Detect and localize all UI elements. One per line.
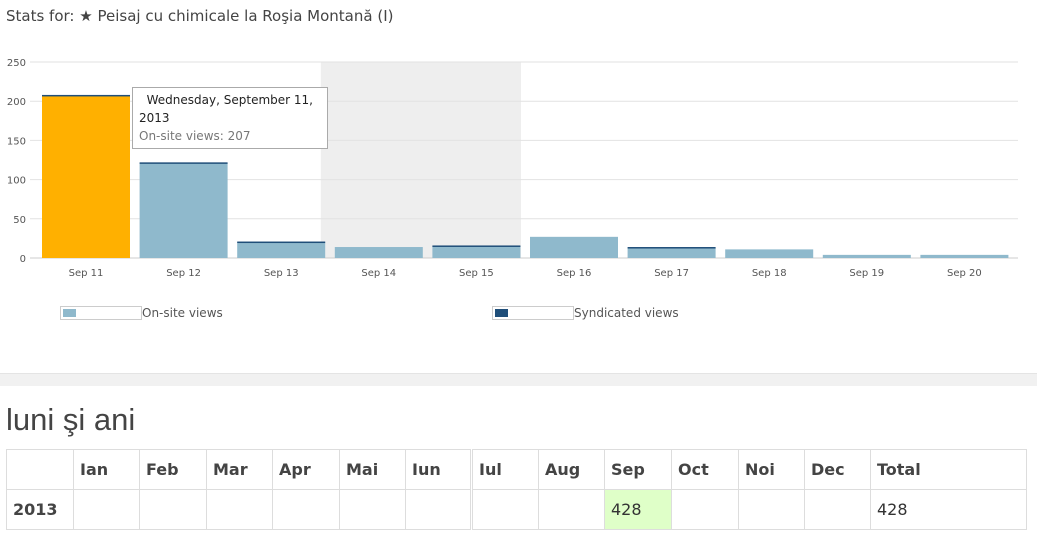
column-header: Iun (405, 449, 473, 490)
column-header: Oct (671, 449, 739, 490)
star-icon: ★ (79, 7, 93, 25)
column-header: Mai (339, 449, 406, 490)
x-tick-label: Sep 11 (69, 268, 104, 279)
legend-onsite[interactable]: On-site views (60, 306, 223, 320)
months-table: Ian Feb Mar Apr Mai Iun Iul Aug Sep Oct Noi Dec Tota… (6, 449, 1027, 530)
month-cell[interactable] (405, 489, 473, 530)
column-header: Feb (139, 449, 207, 490)
syndicated-swatch (495, 309, 508, 317)
bar-syndicated[interactable] (42, 94, 130, 97)
months-heading: luni şi ani (6, 402, 136, 437)
bar-onsite[interactable] (725, 249, 814, 258)
chart-tooltip: Wednesday, September 11, 2013 On-site vi… (132, 87, 328, 149)
table-row: 2013 428 428 (6, 489, 1027, 530)
x-tick-label: Sep 14 (361, 268, 396, 279)
y-tick-label: 50 (13, 215, 26, 226)
y-tick-label: 100 (7, 176, 26, 187)
bar-onsite[interactable] (530, 236, 618, 258)
month-cell[interactable] (339, 489, 406, 530)
legend-onsite-label: On-site views (142, 306, 223, 320)
section-divider (0, 373, 1037, 386)
table-header-row: Ian Feb Mar Apr Mai Iun Iul Aug Sep Oct Noi Dec Tota… (6, 449, 1027, 490)
month-cell[interactable] (206, 489, 273, 530)
views-chart: 0 50 100 150 200 250 Sep 11 Sep 12 Sep 13 Sep 14 S… (7, 58, 1018, 279)
column-header: Apr (272, 449, 340, 490)
bar-onsite[interactable] (920, 254, 1009, 258)
column-header (6, 449, 74, 490)
legend-syndicated[interactable]: Syndicated views (492, 306, 679, 320)
x-tick-label: Sep 15 (459, 268, 494, 279)
bar-onsite[interactable] (432, 246, 521, 258)
onsite-swatch (63, 309, 76, 317)
column-header: Total (870, 449, 1027, 490)
title-prefix: Stats for: (6, 7, 75, 25)
post-title: Peisaj cu chimicale la Roşia Montană (I) (97, 7, 394, 25)
x-tick-label: Sep 18 (752, 268, 787, 279)
year-cell: 2013 (6, 489, 74, 530)
month-cell[interactable]: 428 (604, 489, 672, 530)
column-header: Aug (538, 449, 605, 490)
bar-syndicated[interactable] (627, 247, 716, 249)
y-tick-label: 250 (7, 58, 26, 69)
bar-syndicated[interactable] (432, 245, 521, 247)
x-tick-label: Sep 19 (849, 268, 884, 279)
bar-onsite[interactable] (627, 247, 716, 258)
y-tick-label: 0 (20, 254, 26, 265)
bar-onsite[interactable] (42, 95, 130, 258)
y-tick-label: 200 (7, 97, 26, 108)
month-cell[interactable] (471, 489, 539, 530)
month-cell[interactable] (139, 489, 207, 530)
bar-onsite[interactable] (237, 242, 326, 258)
bar-onsite[interactable] (334, 247, 423, 258)
tooltip-date: Wednesday, September 11, (146, 93, 313, 107)
tooltip-year: 2013 (139, 111, 170, 125)
bar-syndicated[interactable] (237, 241, 326, 244)
column-header: Mar (206, 449, 273, 490)
bar-syndicated[interactable] (139, 162, 228, 164)
column-header: Ian (73, 449, 140, 490)
column-header: Dec (804, 449, 871, 490)
x-tick-label: Sep 17 (654, 268, 689, 279)
x-tick-label: Sep 20 (947, 268, 982, 279)
month-cell[interactable] (272, 489, 340, 530)
month-cell[interactable] (804, 489, 871, 530)
column-header: Sep (604, 449, 672, 490)
bar-onsite[interactable] (139, 163, 228, 258)
x-tick-label: Sep 13 (264, 268, 299, 279)
legend-syndicated-label: Syndicated views (574, 306, 679, 320)
total-cell: 428 (870, 489, 1027, 530)
x-tick-label: Sep 12 (166, 268, 201, 279)
column-header: Iul (471, 449, 539, 490)
month-cell[interactable] (671, 489, 739, 530)
column-header: Noi (738, 449, 805, 490)
stats-title: Stats for: ★ Peisaj cu chimicale la Roşi… (6, 7, 393, 25)
y-tick-label: 150 (7, 136, 26, 147)
weekend-band (320, 62, 521, 258)
tooltip-value: On-site views: 207 (139, 129, 251, 143)
month-cell[interactable] (738, 489, 805, 530)
month-cell[interactable] (538, 489, 605, 530)
month-cell[interactable] (73, 489, 140, 530)
bar-onsite[interactable] (822, 254, 911, 258)
x-tick-label: Sep 16 (557, 268, 592, 279)
